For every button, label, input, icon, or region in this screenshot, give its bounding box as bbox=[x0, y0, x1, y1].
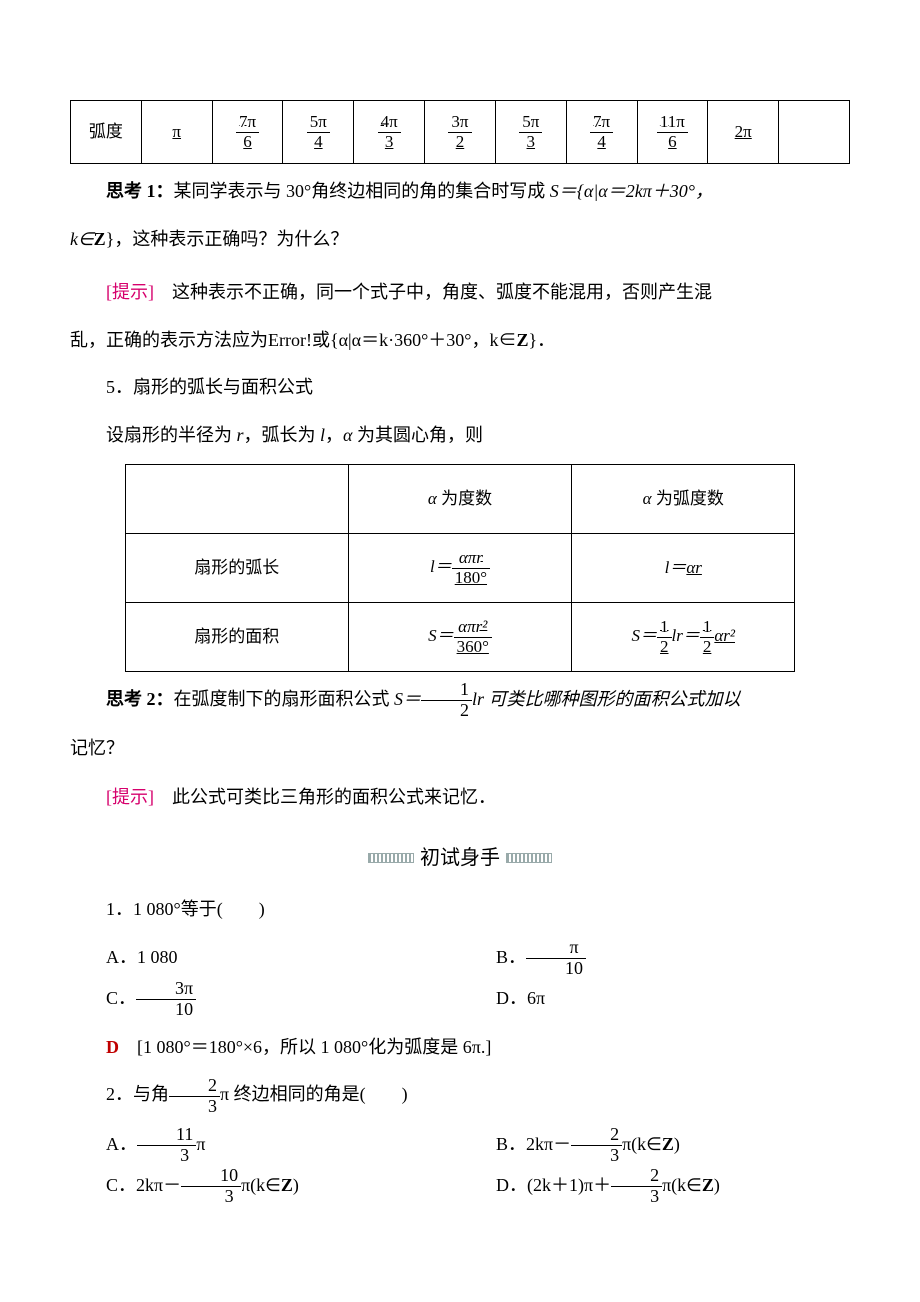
think-2-line2: 记忆？ bbox=[70, 729, 850, 769]
tip-2: [提示] 此公式可类比三角形的面积公式来记忆． bbox=[70, 778, 850, 818]
think-1-line2: k∈Z}，这种表示正确吗？为什么？ bbox=[70, 220, 850, 260]
row-area-label: 扇形的面积 bbox=[125, 602, 348, 671]
q2-A: A．113π bbox=[70, 1125, 460, 1166]
page-container: 弧度 π 7π6 5π4 4π3 3π2 5π3 7π4 11π6 2π 思考 … bbox=[0, 0, 920, 1267]
banner-text: 初试身手 bbox=[420, 836, 500, 880]
q1-answer-key: D bbox=[106, 1037, 119, 1057]
area-rad: S＝12lr＝12αr² bbox=[572, 602, 795, 671]
tip-label: [提示] bbox=[106, 787, 172, 807]
q2-C: C．2kπ－103π(k∈Z) bbox=[70, 1166, 460, 1207]
q1-D: D．6π bbox=[460, 979, 850, 1020]
row-arc-label: 扇形的弧长 bbox=[125, 533, 348, 602]
think-2-label: 思考 2： bbox=[106, 689, 174, 709]
cell-7pi4: 7π4 bbox=[566, 101, 637, 164]
section-banner: 初试身手 bbox=[70, 836, 850, 880]
q2-stem: 2．与角23π 终边相同的角是( ) bbox=[70, 1075, 850, 1116]
q1-C: C．3π10 bbox=[70, 979, 460, 1020]
q2-row-ab: A．113π B．2kπ－23π(k∈Z) bbox=[70, 1125, 850, 1166]
area-deg: S＝απr²360° bbox=[348, 602, 571, 671]
q2-B: B．2kπ－23π(k∈Z) bbox=[460, 1125, 850, 1166]
tip-1: [提示] 这种表示不正确，同一个式子中，角度、弧度不能混用，否则产生混 bbox=[70, 273, 850, 313]
tip-label: [提示] bbox=[106, 282, 172, 302]
arc-deg: l＝απr180° bbox=[348, 533, 571, 602]
q1-B: B．π10 bbox=[460, 938, 850, 979]
q1-row-cd: C．3π10 D．6π bbox=[70, 979, 850, 1020]
arc-rad: l＝αr bbox=[572, 533, 795, 602]
row-label: 弧度 bbox=[71, 101, 142, 164]
cell-11pi6: 11π6 bbox=[637, 101, 708, 164]
banner-bar-left bbox=[368, 853, 414, 863]
think-1: 思考 1：某同学表示与 30°角终边相同的角的集合时写成 S＝{α|α＝2kπ＋… bbox=[70, 172, 850, 212]
banner-bar-right bbox=[506, 853, 552, 863]
cell-5pi4: 5π4 bbox=[283, 101, 354, 164]
q2-D: D．(2k＋1)π＋23π(k∈Z) bbox=[460, 1166, 850, 1207]
q1-stem: 1．1 080°等于( ) bbox=[70, 890, 850, 930]
think-1-label: 思考 1： bbox=[106, 181, 174, 201]
th-rad: α 为弧度数 bbox=[572, 464, 795, 533]
arc-area-table: α 为度数 α 为弧度数 扇形的弧长 l＝απr180° l＝αr 扇形的面积 … bbox=[125, 464, 796, 672]
think-2: 思考 2：在弧度制下的扇形面积公式 S＝12lr 可类比哪种图形的面积公式加以 bbox=[70, 680, 850, 721]
cell-5pi3: 5π3 bbox=[495, 101, 566, 164]
cell-4pi3: 4π3 bbox=[354, 101, 425, 164]
cell-pi: π bbox=[141, 101, 212, 164]
cell-7pi6: 7π6 bbox=[212, 101, 283, 164]
cell-empty bbox=[779, 101, 850, 164]
tip-1-line2: 乱，正确的表示方法应为Error!或{α|α＝k·360°＋30°，k∈Z}． bbox=[70, 321, 850, 361]
q1-answer: D [1 080°＝180°×6，所以 1 080°化为弧度是 6π.] bbox=[70, 1028, 850, 1068]
cell-2pi: 2π bbox=[708, 101, 779, 164]
section-5-intro: 设扇形的半径为 r，弧长为 l，α 为其圆心角，则 bbox=[70, 416, 850, 456]
th-deg: α 为度数 bbox=[348, 464, 571, 533]
q2-row-cd: C．2kπ－103π(k∈Z) D．(2k＋1)π＋23π(k∈Z) bbox=[70, 1166, 850, 1207]
radian-table: 弧度 π 7π6 5π4 4π3 3π2 5π3 7π4 11π6 2π bbox=[70, 100, 850, 164]
q1-A: A．1 080 bbox=[70, 938, 460, 979]
th-blank bbox=[125, 464, 348, 533]
section-5-heading: 5．扇形的弧长与面积公式 bbox=[70, 368, 850, 408]
q1-row-ab: A．1 080 B．π10 bbox=[70, 938, 850, 979]
cell-3pi2: 3π2 bbox=[425, 101, 496, 164]
